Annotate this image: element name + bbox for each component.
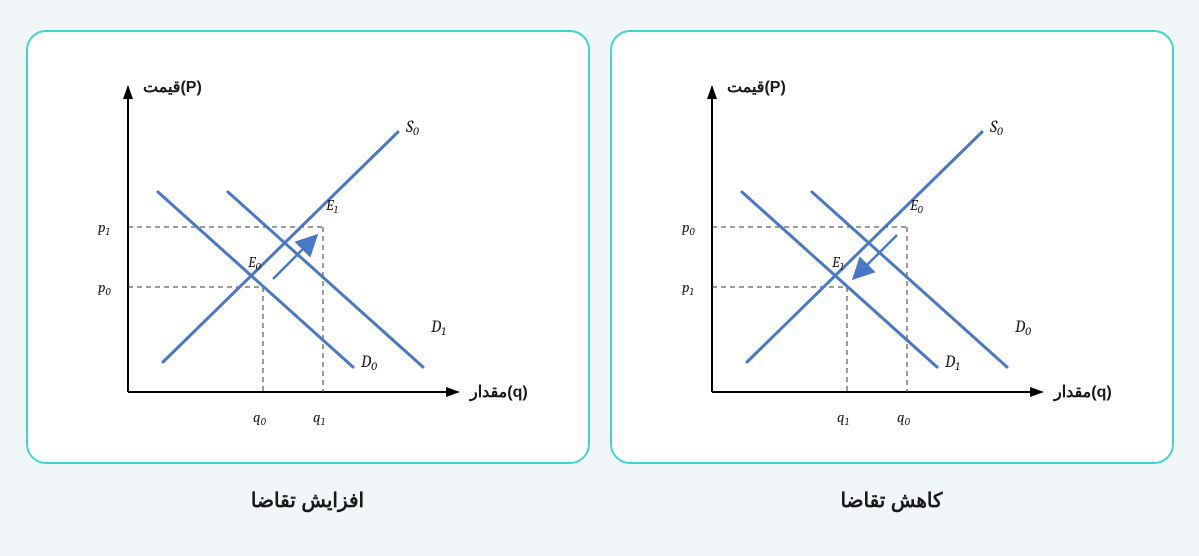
svg-text:p0: p0 [682,218,696,238]
right-chart-svg: قیمت(P) مقدار(q) S0 D0 D1 E0 E1 p0 p1 q0 q1 [612,32,1172,462]
svg-text:مقدار(q): مقدار(q) [1053,384,1112,402]
svg-text:قیمت(P): قیمت(P) [143,79,202,96]
svg-text:E1: E1 [325,196,338,216]
svg-text:قیمت(P): قیمت(P) [727,79,786,96]
svg-text:D1: D1 [944,353,960,373]
left-column: قیمت(P) مقدار(q) S0 D0 D1 E0 E1 p0 p1 q0 q1 افزایش… [26,30,590,513]
svg-text:p1: p1 [682,278,694,298]
svg-text:D1: D1 [430,318,446,338]
svg-text:S0: S0 [405,118,419,138]
left-chart-svg: قیمت(P) مقدار(q) S0 D0 D1 E0 E1 p0 p1 q0 q1 [28,32,588,462]
left-caption: افزایش تقاضا [28,488,588,513]
svg-text:E0: E0 [247,253,262,273]
svg-text:q0: q0 [897,408,911,428]
left-panel: قیمت(P) مقدار(q) S0 D0 D1 E0 E1 p0 p1 q0 q1 [26,30,590,464]
svg-text:مقدار(q): مقدار(q) [469,384,528,402]
svg-text:E0: E0 [909,196,924,216]
diagram-container: قیمت(P) مقدار(q) S0 D0 D1 E0 E1 p0 p1 q0 q1 افزایش… [0,0,1199,513]
right-panel: قیمت(P) مقدار(q) S0 D0 D1 E0 E1 p0 p1 q0 q1 [610,30,1174,464]
svg-text:E1: E1 [831,253,844,273]
svg-text:q1: q1 [313,408,325,428]
right-column: قیمت(P) مقدار(q) S0 D0 D1 E0 E1 p0 p1 q0 q1 کاهش ت… [610,30,1174,513]
svg-text:q1: q1 [837,408,849,428]
svg-text:p1: p1 [98,218,110,238]
svg-text:S0: S0 [989,118,1003,138]
svg-text:D0: D0 [360,353,377,373]
svg-text:q0: q0 [253,408,267,428]
right-caption: کاهش تقاضا [612,488,1172,513]
svg-text:p0: p0 [98,278,112,298]
svg-text:D0: D0 [1014,318,1031,338]
